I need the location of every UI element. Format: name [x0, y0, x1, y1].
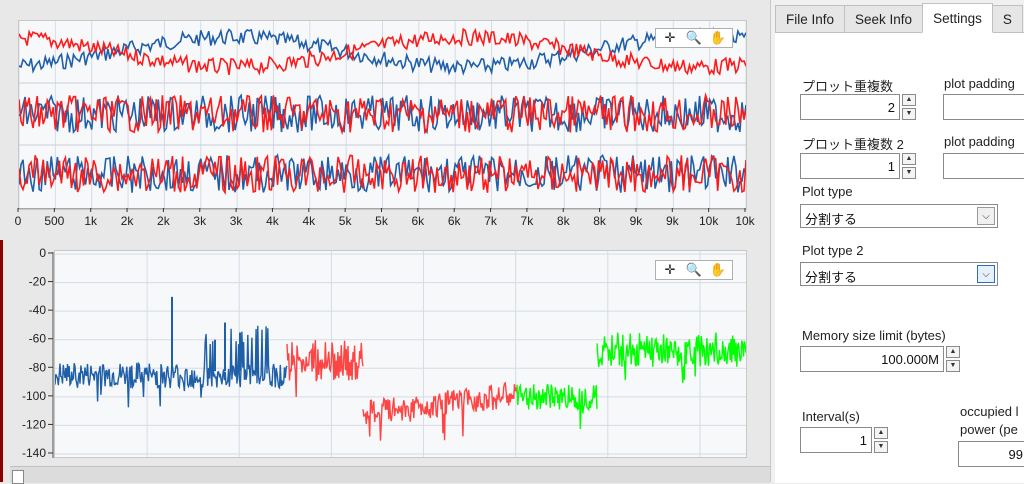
series-line-6 [18, 154, 747, 196]
level-axis: 0 -20 -40 -60 -80 -100 -120 -140 [22, 246, 54, 460]
decrement-icon[interactable]: ▼ [902, 167, 916, 179]
x-tick-label: 3k [230, 214, 244, 228]
spectrum-series-4 [516, 383, 598, 429]
time-domain-plot[interactable] [18, 20, 747, 210]
plot-overlap-input[interactable]: 2 [800, 94, 900, 120]
plot-overlap-label: プロット重複数 [802, 79, 894, 94]
increment-icon[interactable]: ▲ [902, 94, 916, 106]
plot-padding2-label: plot padding [944, 134, 1015, 149]
x-tick-label: 4k [266, 214, 280, 228]
occupied-label-line2: power (pe [960, 422, 1018, 437]
decrement-icon[interactable]: ▼ [946, 360, 960, 372]
plot-padding2-input[interactable] [943, 153, 1024, 179]
y-tick-label: -60 [29, 332, 47, 346]
occupied-power-input[interactable]: 99 [958, 441, 1024, 467]
chevron-down-icon[interactable]: ⌵ [977, 207, 995, 225]
x-tick-label: 5k [375, 214, 389, 228]
decrement-icon[interactable]: ▼ [902, 108, 916, 120]
spectrum-plot-svg [54, 251, 747, 457]
x-tick-label: 9k [666, 214, 680, 228]
interval-label: Interval(s) [802, 409, 860, 424]
spectrum-series-3 [362, 381, 518, 441]
x-tick-label: 10k [699, 214, 719, 228]
x-tick-label: 0 [15, 214, 22, 228]
x-tick-label: 2k [121, 214, 135, 228]
x-tick-label: 500 [44, 214, 64, 228]
x-tick-label: 5k [339, 214, 353, 228]
series-line-2 [18, 27, 747, 76]
interval-spinner[interactable]: ▲ ▼ [874, 427, 888, 453]
tab-bar: File Info Seek Info Settings S [775, 3, 1023, 33]
plot-overlap2-input[interactable]: 1 [800, 153, 900, 179]
x-tick-label: 2k [157, 214, 171, 228]
chevron-down-icon[interactable]: ⌵ [977, 265, 995, 283]
tab-file-info[interactable]: File Info [775, 5, 846, 32]
time-domain-plot-svg [18, 21, 747, 209]
y-tick-label: -100 [22, 389, 46, 403]
window-edge [0, 240, 3, 482]
plot-overlap2-label: プロット重複数 2 [802, 137, 904, 152]
spectrum-series-1 [54, 325, 288, 408]
crosshair-icon[interactable]: ✛ [664, 262, 676, 277]
plot-padding-label: plot padding [944, 76, 1015, 91]
series-line-1 [18, 26, 747, 76]
y-tick-label: -80 [29, 360, 47, 374]
plot-type-label: Plot type [802, 184, 853, 199]
occupied-label-line1: occupied l [960, 404, 1019, 419]
plot-overlap2-spinner[interactable]: ▲ ▼ [902, 153, 916, 179]
x-tick-label: 9k [630, 214, 644, 228]
zoom-icon[interactable]: 🔍 [685, 30, 703, 45]
plot-type2-value: 分割する [805, 270, 858, 285]
y-tick-label: -120 [22, 417, 46, 431]
time-axis: 0 500 1k 2k 2k 3k 3k 4k 4k 5k 5k 6k 6k 7k 7k 8k 8k 9k 9k 10… [15, 208, 756, 228]
y-tick-label: -40 [29, 303, 47, 317]
series-line-4 [18, 92, 747, 136]
increment-icon[interactable]: ▲ [874, 427, 888, 439]
memory-limit-label: Memory size limit (bytes) [802, 328, 946, 343]
x-tick-label: 10k [735, 214, 755, 228]
zoom-icon[interactable]: 🔍 [685, 262, 703, 277]
memory-limit-spinner[interactable]: ▲ ▼ [946, 346, 960, 372]
increment-icon[interactable]: ▲ [902, 153, 916, 165]
y-tick-label: -140 [22, 446, 46, 460]
plot-type2-select[interactable]: 分割する ⌵ [800, 262, 998, 286]
x-tick-label: 4k [302, 214, 316, 228]
spectrum-plot[interactable] [54, 250, 747, 458]
plot-toolbar-bottom: ✛ 🔍 ✋ [655, 260, 733, 280]
x-tick-label: 6k [448, 214, 462, 228]
tab-settings[interactable]: Settings [922, 3, 993, 33]
plot-padding-input[interactable] [943, 94, 1024, 120]
memory-limit-input[interactable]: 100.000M [800, 346, 944, 372]
x-tick-label: 3k [193, 214, 207, 228]
interval-input[interactable]: 1 [800, 427, 872, 453]
plot-type-select[interactable]: 分割する ⌵ [800, 204, 998, 228]
x-tick-label: 8k [557, 214, 571, 228]
horizontal-scrollbar[interactable] [10, 466, 770, 483]
decrement-icon[interactable]: ▼ [874, 441, 888, 453]
y-tick-label: 0 [39, 246, 46, 260]
increment-icon[interactable]: ▲ [946, 346, 960, 358]
spectrum-series-5 [596, 332, 747, 384]
x-tick-label: 1k [84, 214, 98, 228]
crosshair-icon[interactable]: ✛ [664, 30, 676, 45]
x-tick-label: 7k [521, 214, 535, 228]
plot-type2-label: Plot type 2 [802, 243, 864, 258]
pan-hand-icon[interactable]: ✋ [709, 262, 727, 277]
spectrum-series-2 [286, 340, 364, 398]
x-tick-label: 7k [484, 214, 498, 228]
x-tick-label: 6k [412, 214, 426, 228]
y-tick-label: -20 [29, 275, 47, 289]
plot-type-value: 分割する [805, 212, 858, 227]
x-tick-label: 8k [593, 214, 607, 228]
tab-seek-info[interactable]: Seek Info [844, 5, 924, 32]
plot-toolbar-top: ✛ 🔍 ✋ [655, 28, 733, 48]
pan-hand-icon[interactable]: ✋ [709, 30, 727, 45]
plot-overlap-spinner[interactable]: ▲ ▼ [902, 94, 916, 120]
tab-more[interactable]: S [991, 5, 1023, 32]
